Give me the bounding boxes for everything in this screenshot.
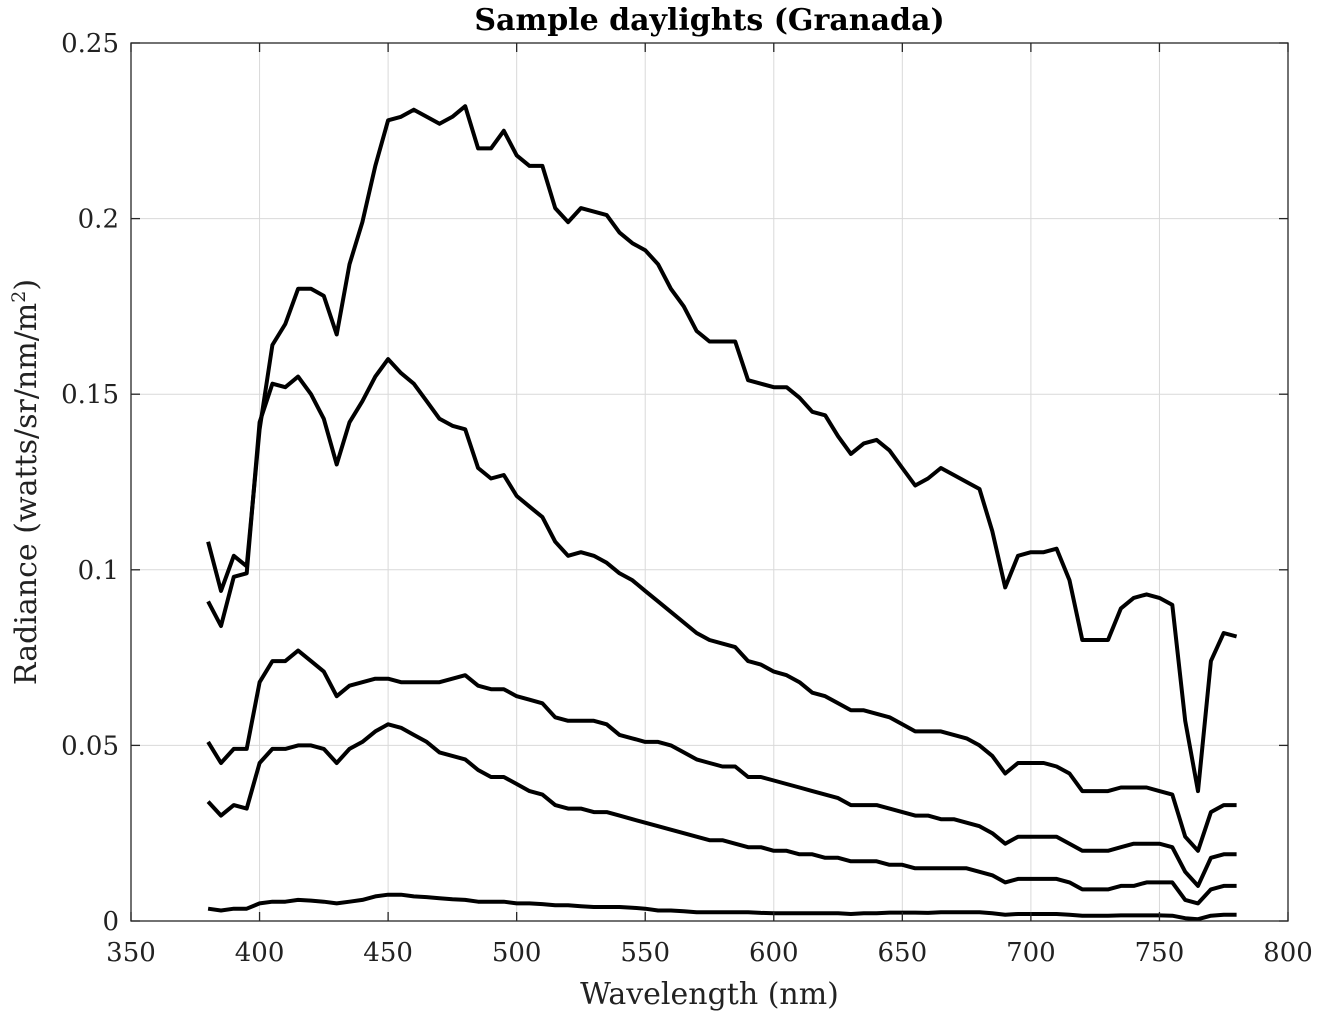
- y-axis-label: Radiance (watts/sr/nm/m2): [8, 279, 44, 685]
- y-tick-label: 0.2: [78, 205, 119, 235]
- x-tick-label: 750: [1135, 938, 1185, 968]
- x-tick-label: 550: [620, 938, 670, 968]
- series-line-4: [206, 722, 1237, 906]
- y-tick-label: 0: [102, 907, 119, 937]
- x-tick-label: 600: [749, 938, 799, 968]
- y-axis-label-main: Radiance (watts/sr/nm/m: [9, 303, 44, 685]
- y-axis-label-superscript: 2: [8, 291, 30, 303]
- x-tick-label: 400: [235, 938, 285, 968]
- axis-ticks: 350 400 450 500 550 600 650 700 750 800 0 0.05 0.1 0.…: [61, 29, 1313, 968]
- x-tick-label: 500: [492, 938, 542, 968]
- x-axis-label: Wavelength (nm): [580, 977, 839, 1012]
- series-line-1: [206, 104, 1238, 794]
- y-tick-label: 0.25: [61, 29, 119, 59]
- x-tick-label: 450: [363, 938, 413, 968]
- chart-title: Sample daylights (Granada): [474, 3, 944, 38]
- y-tick-label: 0.05: [61, 731, 119, 761]
- plot-lines: [206, 104, 1238, 922]
- y-axis-label-close: ): [9, 279, 44, 291]
- y-tick-label: 0.15: [61, 380, 119, 410]
- x-tick-label: 700: [1006, 938, 1056, 968]
- plot-frame: [130, 42, 1289, 922]
- x-tick-label: 650: [878, 938, 928, 968]
- x-tick-label: 800: [1263, 938, 1313, 968]
- y-tick-label: 0.1: [78, 556, 119, 586]
- series-line-2: [206, 357, 1237, 853]
- series-line-5: [207, 892, 1237, 922]
- x-tick-label: 350: [106, 938, 156, 968]
- series-line-3: [206, 648, 1237, 888]
